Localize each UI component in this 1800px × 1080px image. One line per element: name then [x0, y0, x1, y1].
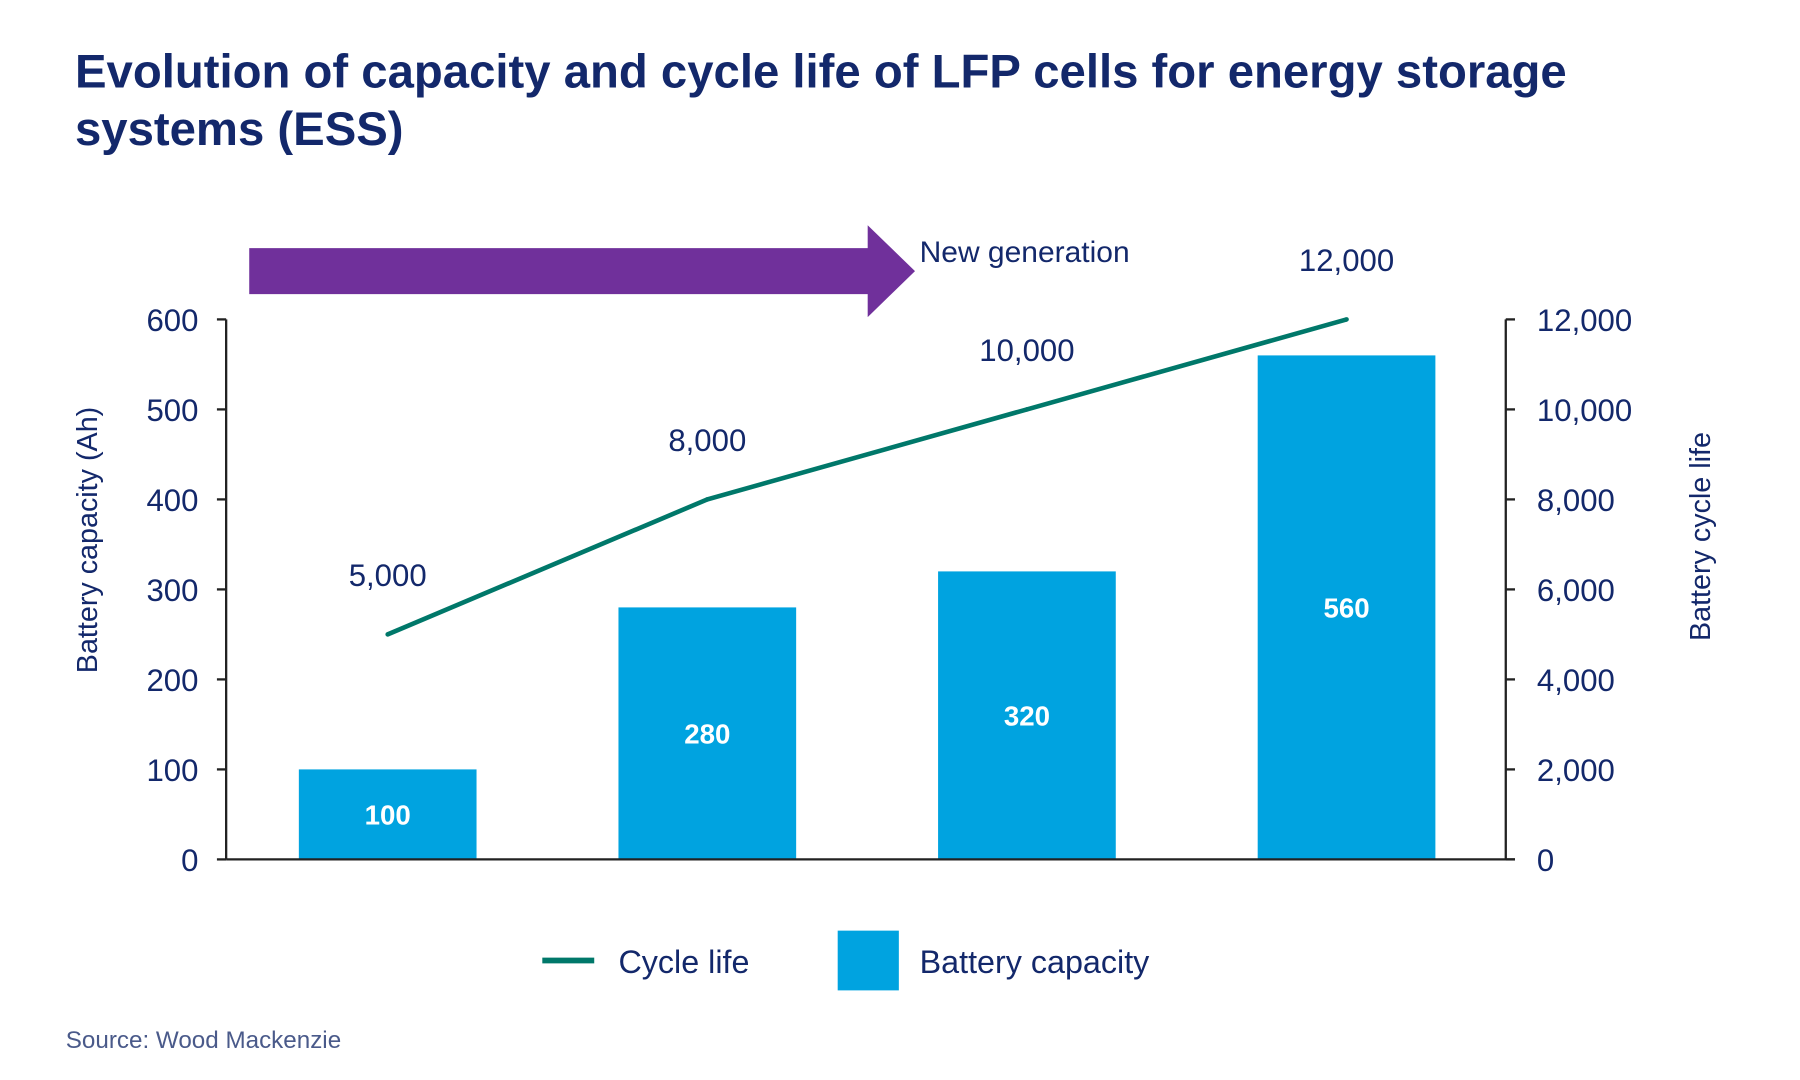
y-tick-label-left: 400: [146, 483, 198, 518]
y-tick-label-right: 8,000: [1537, 483, 1615, 518]
point-cycle-life: [705, 497, 710, 502]
y-tick-label-right: 2,000: [1537, 753, 1615, 788]
y-tick-label-left: 200: [146, 663, 198, 698]
y-tick-label-right: 10,000: [1537, 393, 1632, 428]
line-data-label: 8,000: [668, 423, 746, 458]
new-generation-arrow: [249, 225, 915, 318]
y-axis-right-label: Battery cycle life: [1685, 432, 1717, 641]
y-tick-label-right: 4,000: [1537, 663, 1615, 698]
bar-data-label: 320: [1004, 701, 1050, 732]
source-note: Source: Wood Mackenzie: [66, 1027, 341, 1054]
y-tick-label-right: 12,000: [1537, 303, 1632, 338]
bar-data-label: 280: [684, 719, 730, 750]
y-tick-label-left: 300: [146, 573, 198, 608]
line-data-label: 10,000: [979, 333, 1074, 368]
line-data-label: 12,000: [1299, 243, 1394, 278]
line-cycle-life: [386, 317, 1348, 637]
point-cycle-life: [1344, 317, 1349, 322]
y-tick-label-left: 0: [181, 843, 198, 878]
y-tick-label-left: 100: [146, 753, 198, 788]
point-cycle-life: [385, 632, 390, 637]
y-tick-label-right: 0: [1537, 843, 1554, 878]
legend-label-battery-capacity: Battery capacity: [920, 944, 1151, 980]
bar-data-label: 100: [365, 800, 411, 831]
chart-title-line-2: systems (ESS): [75, 103, 404, 156]
legend-swatch-battery-capacity: [837, 930, 899, 991]
line-data-label: 5,000: [349, 558, 427, 593]
bar-battery-capacity: [938, 571, 1116, 860]
legend: Cycle life Battery capacity: [542, 930, 1151, 991]
bar-battery-capacity: [1257, 355, 1436, 860]
legend-label-cycle-life: Cycle life: [618, 944, 749, 980]
bar-data-label: 560: [1323, 593, 1369, 624]
y-tick-label-left: 500: [146, 393, 198, 428]
bar-battery-capacity: [298, 769, 477, 860]
new-generation-label: New generation: [920, 236, 1130, 269]
chart-title-line-1: Evolution of capacity and cycle life of …: [75, 45, 1567, 98]
bar-battery-capacity: [618, 607, 797, 860]
y-axis-left-label: Battery capacity (Ah): [72, 407, 104, 673]
point-cycle-life: [1024, 407, 1030, 412]
y-tick-label-left: 600: [146, 303, 198, 338]
y-tick-label-right: 6,000: [1537, 573, 1615, 608]
